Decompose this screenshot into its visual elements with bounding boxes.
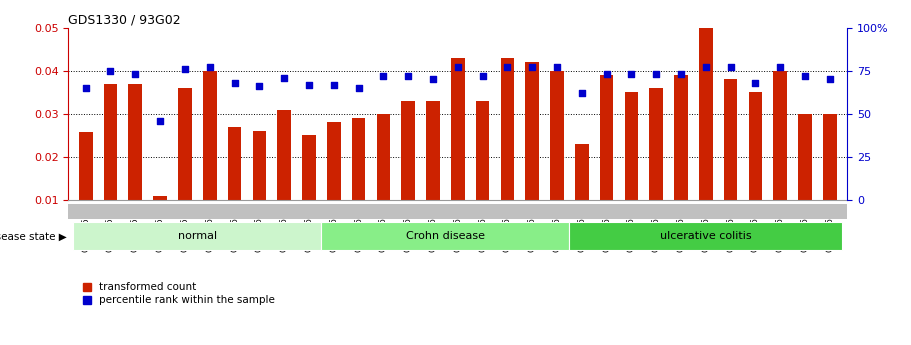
Point (500, 65, 515, 70)
Bar (599, 75, 613, 200)
Point (599, 71, 614, 77)
Text: disease state ▶: disease state ▶ (0, 231, 67, 241)
Point (178, 66, 192, 72)
Bar (252, 131, 266, 200)
Point (326, 82, 341, 87)
Bar (104, 84, 118, 200)
Point (674, 71, 689, 77)
Point (798, 73, 813, 79)
Legend: transformed count, percentile rank within the sample: transformed count, percentile rank withi… (83, 282, 275, 305)
Point (352, 85, 366, 91)
Bar (203, 71, 217, 200)
Bar (376, 114, 390, 200)
Bar (153, 196, 167, 200)
Point (575, 90, 589, 96)
Point (723, 65, 738, 70)
Point (450, 65, 465, 70)
Bar (749, 92, 763, 200)
Bar (79, 132, 93, 200)
Point (227, 80, 241, 86)
Bar (73, 223, 322, 250)
Bar (476, 101, 489, 200)
Bar (526, 62, 539, 200)
Point (773, 65, 787, 70)
Bar (650, 88, 663, 200)
Point (252, 83, 267, 89)
Point (649, 71, 663, 77)
Bar (823, 114, 836, 200)
Bar (724, 79, 738, 200)
Bar (402, 101, 415, 200)
Text: ulcerative colitis: ulcerative colitis (660, 231, 752, 241)
Point (153, 118, 168, 124)
Bar (178, 88, 191, 200)
Point (748, 80, 763, 86)
Bar (451, 58, 465, 200)
Point (103, 68, 118, 73)
Bar (128, 84, 142, 200)
Bar (674, 75, 688, 200)
Bar (798, 114, 812, 200)
Point (302, 82, 316, 87)
Point (699, 65, 713, 70)
Point (425, 77, 440, 82)
Point (823, 77, 837, 82)
Bar (625, 92, 639, 200)
Bar (302, 136, 316, 200)
Point (525, 65, 539, 70)
Bar (352, 118, 365, 200)
Point (624, 71, 639, 77)
Bar (550, 71, 564, 200)
Bar (322, 223, 569, 250)
Bar (327, 122, 341, 200)
Bar (569, 223, 843, 250)
Bar (699, 28, 712, 200)
Bar (575, 144, 589, 200)
Point (401, 73, 415, 79)
Point (78, 85, 93, 91)
Bar (277, 110, 291, 200)
Text: Crohn disease: Crohn disease (406, 231, 485, 241)
Point (202, 65, 217, 70)
Bar (228, 127, 241, 200)
Point (549, 65, 564, 70)
Bar (773, 71, 787, 200)
Point (376, 73, 391, 79)
Text: GDS1330 / 93G02: GDS1330 / 93G02 (68, 13, 181, 27)
Bar (426, 101, 440, 200)
Text: normal: normal (178, 231, 217, 241)
Point (128, 71, 143, 77)
Point (476, 73, 490, 79)
Bar (500, 58, 514, 200)
Point (277, 75, 292, 80)
